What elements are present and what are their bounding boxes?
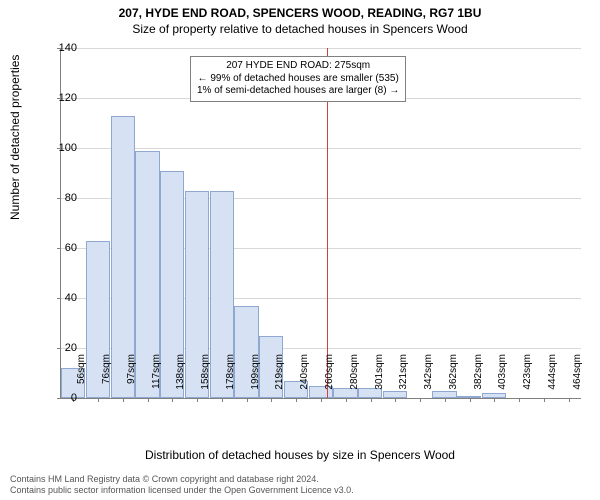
attribution-line2: Contains public sector information licen… — [10, 485, 590, 496]
x-tick-label: 403sqm — [497, 354, 508, 404]
y-tick-label: 40 — [47, 292, 77, 304]
x-tick-label: 56sqm — [76, 354, 87, 404]
x-tick-label: 301sqm — [374, 354, 385, 404]
y-tick-label: 140 — [47, 42, 77, 54]
x-tick-label: 342sqm — [423, 354, 434, 404]
x-tick-label: 423sqm — [522, 354, 533, 404]
x-tick-label: 464sqm — [572, 354, 583, 404]
x-tick-label: 260sqm — [324, 354, 335, 404]
y-axis-label: Number of detached properties — [8, 55, 22, 220]
y-tick-label: 120 — [47, 92, 77, 104]
x-tick-label: 280sqm — [349, 354, 360, 404]
x-tick-label: 444sqm — [547, 354, 558, 404]
grid-line — [61, 148, 581, 149]
x-tick-label: 76sqm — [101, 354, 112, 404]
x-tick-label: 321sqm — [398, 354, 409, 404]
annotation-box: 207 HYDE END ROAD: 275sqm ← 99% of detac… — [190, 56, 406, 102]
x-tick-label: 199sqm — [250, 354, 261, 404]
attribution-line1: Contains HM Land Registry data © Crown c… — [10, 474, 590, 485]
x-tick-label: 97sqm — [126, 354, 137, 404]
chart-title: 207, HYDE END ROAD, SPENCERS WOOD, READI… — [0, 0, 600, 20]
x-tick-label: 158sqm — [200, 354, 211, 404]
y-tick-label: 60 — [47, 242, 77, 254]
x-tick-label: 117sqm — [151, 354, 162, 404]
x-tick-label: 240sqm — [299, 354, 310, 404]
x-tick-label: 178sqm — [225, 354, 236, 404]
annotation-line1: 207 HYDE END ROAD: 275sqm — [197, 60, 399, 73]
y-tick-label: 20 — [47, 342, 77, 354]
grid-line — [61, 48, 581, 49]
y-tick-label: 80 — [47, 192, 77, 204]
attribution: Contains HM Land Registry data © Crown c… — [10, 474, 590, 496]
y-tick-label: 100 — [47, 142, 77, 154]
chart-subtitle: Size of property relative to detached ho… — [0, 20, 600, 36]
annotation-line3: 1% of semi-detached houses are larger (8… — [197, 85, 399, 98]
annotation-line2: ← 99% of detached houses are smaller (53… — [197, 73, 399, 86]
y-tick-label: 0 — [47, 392, 77, 404]
x-tick-label: 219sqm — [274, 354, 285, 404]
x-tick-label: 138sqm — [175, 354, 186, 404]
x-axis-label: Distribution of detached houses by size … — [0, 448, 600, 462]
x-tick-label: 382sqm — [473, 354, 484, 404]
x-tick-label: 362sqm — [448, 354, 459, 404]
